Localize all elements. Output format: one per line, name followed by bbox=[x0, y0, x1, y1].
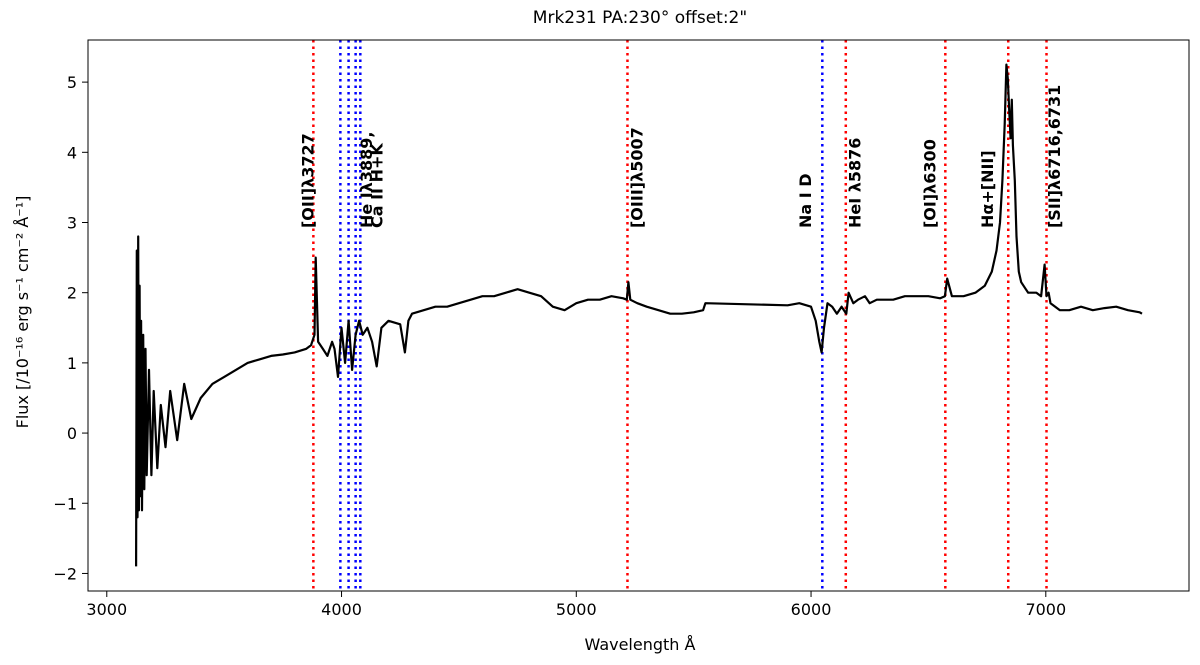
y-axis-ticks: −2 −1 0 1 2 3 4 5 bbox=[53, 73, 88, 583]
line-annotation: Ca II H+K bbox=[368, 143, 387, 228]
y-tick-label: 3 bbox=[67, 213, 77, 232]
line-annotation: He Iλ3889, bbox=[357, 132, 376, 229]
y-tick-label: 2 bbox=[67, 284, 77, 303]
y-tick-label: 5 bbox=[67, 73, 77, 92]
y-tick-label: −1 bbox=[53, 494, 77, 513]
line-annotation: HeI λ5876 bbox=[845, 138, 864, 228]
y-tick-label: 0 bbox=[67, 424, 77, 443]
line-annotation: [OIII]λ5007 bbox=[627, 127, 646, 228]
y-tick-label: 1 bbox=[67, 354, 77, 373]
reference-lines bbox=[312, 40, 1048, 591]
spectrum-line bbox=[135, 63, 1143, 567]
y-axis-label: Flux [/10⁻¹⁶ erg s⁻¹ cm⁻² Å⁻¹] bbox=[13, 196, 32, 429]
x-tick-label: 5000 bbox=[556, 600, 597, 619]
x-axis-label: Wavelength Å bbox=[585, 635, 696, 654]
line-annotations: [OII]λ3727 He Iλ3889,Ca II H+K [OIII]λ5007… bbox=[298, 85, 1064, 228]
y-tick-label: 4 bbox=[67, 143, 77, 162]
y-tick-label: −2 bbox=[53, 564, 77, 583]
x-axis-ticks: 3000 4000 5000 6000 7000 bbox=[86, 591, 1066, 619]
line-annotation: [SII]λ6716,6731 bbox=[1045, 85, 1064, 228]
chart-title: Mrk231 PA:230° offset:2" bbox=[533, 8, 747, 28]
x-tick-label: 3000 bbox=[86, 600, 127, 619]
line-annotation: [OI]λ6300 bbox=[920, 139, 939, 228]
x-tick-label: 4000 bbox=[321, 600, 362, 619]
spectrum-series bbox=[135, 63, 1143, 567]
x-tick-label: 7000 bbox=[1025, 600, 1066, 619]
x-tick-label: 6000 bbox=[791, 600, 832, 619]
plot-frame bbox=[87, 39, 1190, 592]
line-annotation: Hα+[NII] bbox=[978, 150, 997, 228]
line-annotation: [OII]λ3727 bbox=[298, 133, 317, 228]
line-annotation: Na I D bbox=[796, 173, 815, 228]
